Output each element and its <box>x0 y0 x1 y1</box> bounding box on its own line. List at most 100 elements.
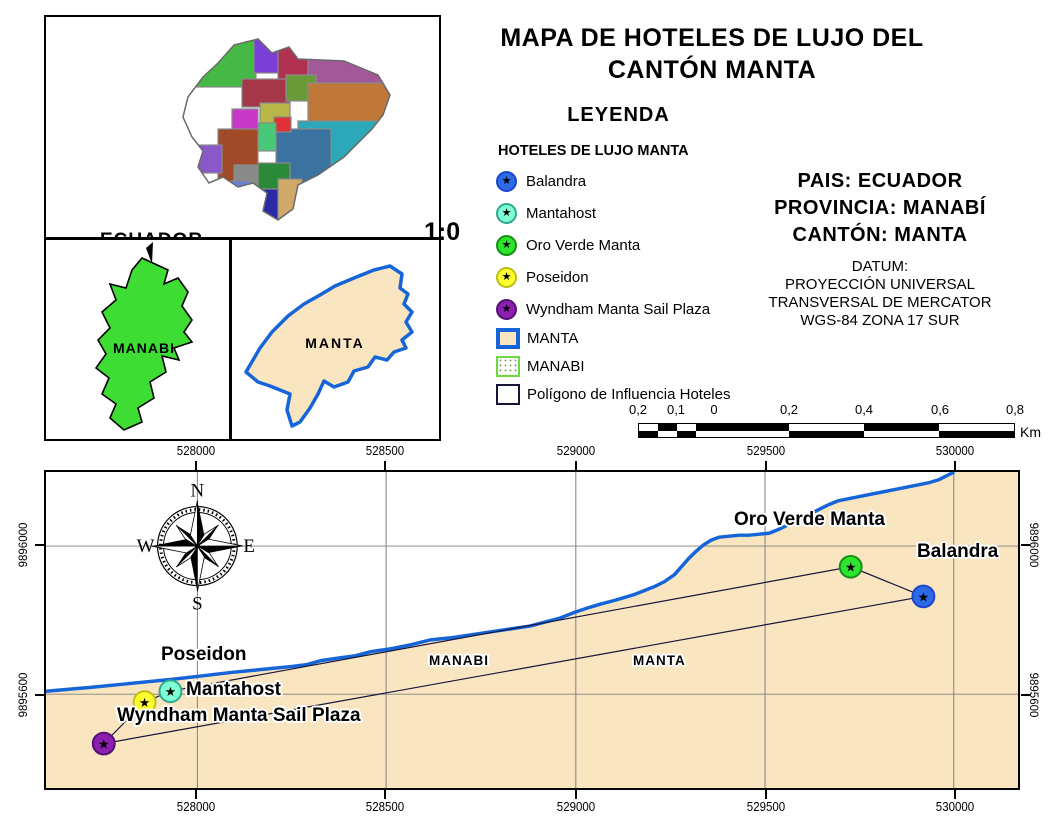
y-tick-mark <box>1021 544 1030 546</box>
poseidon-map-label: Poseidon <box>161 644 247 665</box>
main-map-frame: N E S W ★ ★ ★ ★ ★ <box>44 470 1020 790</box>
scalebar-bottom-row <box>639 430 1014 437</box>
legend-item-poseidon: ★ Poseidon <box>496 261 710 293</box>
legend-group-title: HOTELES DE LUJO MANTA <box>498 143 689 159</box>
manabi-shape <box>94 257 194 431</box>
legend-area-list: MANTA MANABI Polígono de Influencia Hote… <box>496 324 730 408</box>
compass-diagonal-points <box>175 524 219 568</box>
legend-hotel-list: ★ Balandra ★ Mantahost ★ Oro Verde Manta… <box>496 165 710 325</box>
legend-item-label: Polígono de Influencia Hoteles <box>527 385 731 403</box>
manabi-inset-label: MANABI <box>113 340 175 356</box>
x-tick-label: 529500 <box>746 444 786 458</box>
legend-item-wyndham: ★ Wyndham Manta Sail Plaza <box>496 293 710 325</box>
y-tick-mark <box>1021 694 1030 696</box>
wyndham-marker <box>91 731 116 756</box>
legend-item-label: MANTA <box>527 329 579 347</box>
x-tick-mark <box>195 790 197 799</box>
x-tick-label: 529500 <box>746 800 786 814</box>
scalebar-tick: 0 <box>710 402 718 417</box>
manabi-map: MANABI <box>94 242 194 431</box>
oro-verde-map-label: Oro Verde Manta <box>734 509 885 530</box>
graticule <box>46 472 1018 788</box>
manabi-inset-frame: MANABI <box>44 238 231 441</box>
star-icon: ★ <box>501 206 512 219</box>
legend-item-label: Balandra <box>526 172 587 190</box>
legend-item-mantahost: ★ Mantahost <box>496 197 710 229</box>
balandra-marker-swatch: ★ <box>496 170 517 192</box>
x-tick-label: 528500 <box>365 800 405 814</box>
x-tick-mark <box>384 461 386 470</box>
scalebar-tick: 0,2 <box>779 402 799 417</box>
country-line: PAIS: ECUADOR <box>797 170 963 192</box>
legend-item-label: Wyndham Manta Sail Plaza <box>526 300 711 318</box>
wyndham-map-label: Wyndham Manta Sail Plaza <box>117 705 361 726</box>
star-icon: ★ <box>918 590 930 605</box>
x-tick-mark <box>575 461 577 470</box>
star-icon: ★ <box>98 738 110 753</box>
hotel-markers: ★ ★ ★ ★ ★ <box>91 554 936 756</box>
manta-area-swatch <box>496 327 520 349</box>
star-icon: ★ <box>501 174 512 187</box>
x-tick-label: 530000 <box>935 444 975 458</box>
canton-line: CANTÓN: MANTA <box>792 224 968 246</box>
x-tick-mark <box>765 461 767 470</box>
balandra-marker <box>911 584 936 609</box>
x-tick-mark <box>954 461 956 470</box>
scalebar-tick: 0,2 <box>628 402 648 417</box>
influence-polygon-swatch <box>496 383 520 405</box>
scalebar-tick: 0,1 <box>666 402 686 417</box>
datum-line: WGS-84 ZONA 17 SUR <box>800 312 960 329</box>
x-tick-mark <box>765 790 767 799</box>
manabi-area-swatch <box>496 355 520 377</box>
compass-north-label: N <box>191 481 205 502</box>
y-tick-mark <box>35 544 44 546</box>
legend-item-oro-verde: ★ Oro Verde Manta <box>496 229 710 261</box>
y-tick-label: 9896000 <box>18 522 30 568</box>
x-tick-label: 529000 <box>556 444 596 458</box>
coastline <box>45 470 956 693</box>
manta-region-label: MANTA <box>633 653 686 668</box>
legend-item-manta-area: MANTA <box>496 324 730 352</box>
x-tick-label: 530000 <box>935 800 975 814</box>
x-tick-mark <box>384 790 386 799</box>
manta-inset-frame: MANTA <box>230 238 441 441</box>
legend-item-label: MANABI <box>527 357 585 375</box>
info-panel: PAIS: ECUADOR PROVINCIA: MANABÍ CANTÓN: … <box>730 168 1030 330</box>
legend-item-influence-polygon: Polígono de Influencia Hoteles <box>496 380 730 408</box>
manta-map: MANTA <box>244 264 414 428</box>
balandra-map-label: Balandra <box>917 541 999 562</box>
star-icon: ★ <box>845 561 857 576</box>
ecuador-outline <box>182 38 391 221</box>
title-line-2: CANTÓN MANTA <box>607 56 817 84</box>
y-tick-label: 9895600 <box>18 672 30 718</box>
star-icon: ★ <box>501 270 512 283</box>
wyndham-marker-swatch: ★ <box>496 298 517 320</box>
x-tick-label: 528000 <box>176 800 216 814</box>
ecuador-inset-frame: ECUADOR 1:0 <box>44 15 460 251</box>
star-icon: ★ <box>501 238 512 251</box>
scalebar-unit: Km <box>1020 424 1041 440</box>
compass-south-label: S <box>192 593 203 614</box>
x-tick-label: 528500 <box>365 444 405 458</box>
legend-item-balandra: ★ Balandra <box>496 165 710 197</box>
oro-verde-marker-swatch: ★ <box>496 234 517 256</box>
scalebar <box>638 423 1015 438</box>
manabi-region-label: MANABI <box>429 653 489 668</box>
ecuador-map <box>182 38 391 221</box>
compass-east-label: E <box>243 536 255 557</box>
poseidon-marker <box>132 690 157 714</box>
page-title: MAPA DE HOTELES DE LUJO DEL CANTÓN MANTA <box>452 22 972 86</box>
y-tick-mark <box>35 694 44 696</box>
mantahost-marker-swatch: ★ <box>496 202 517 224</box>
title-line-1: MAPA DE HOTELES DE LUJO DEL <box>500 24 924 52</box>
datum-line: PROYECCIÓN UNIVERSAL <box>784 276 976 293</box>
compass-west-label: W <box>137 536 155 557</box>
legend-title: LEYENDA <box>567 104 670 126</box>
legend-item-label: Poseidon <box>526 268 589 286</box>
manabi-north-tick <box>146 242 153 264</box>
scalebar-tick: 0,6 <box>930 402 950 417</box>
oro-verde-marker <box>838 554 863 579</box>
legend-item-label: Oro Verde Manta <box>526 236 641 254</box>
x-tick-mark <box>954 790 956 799</box>
